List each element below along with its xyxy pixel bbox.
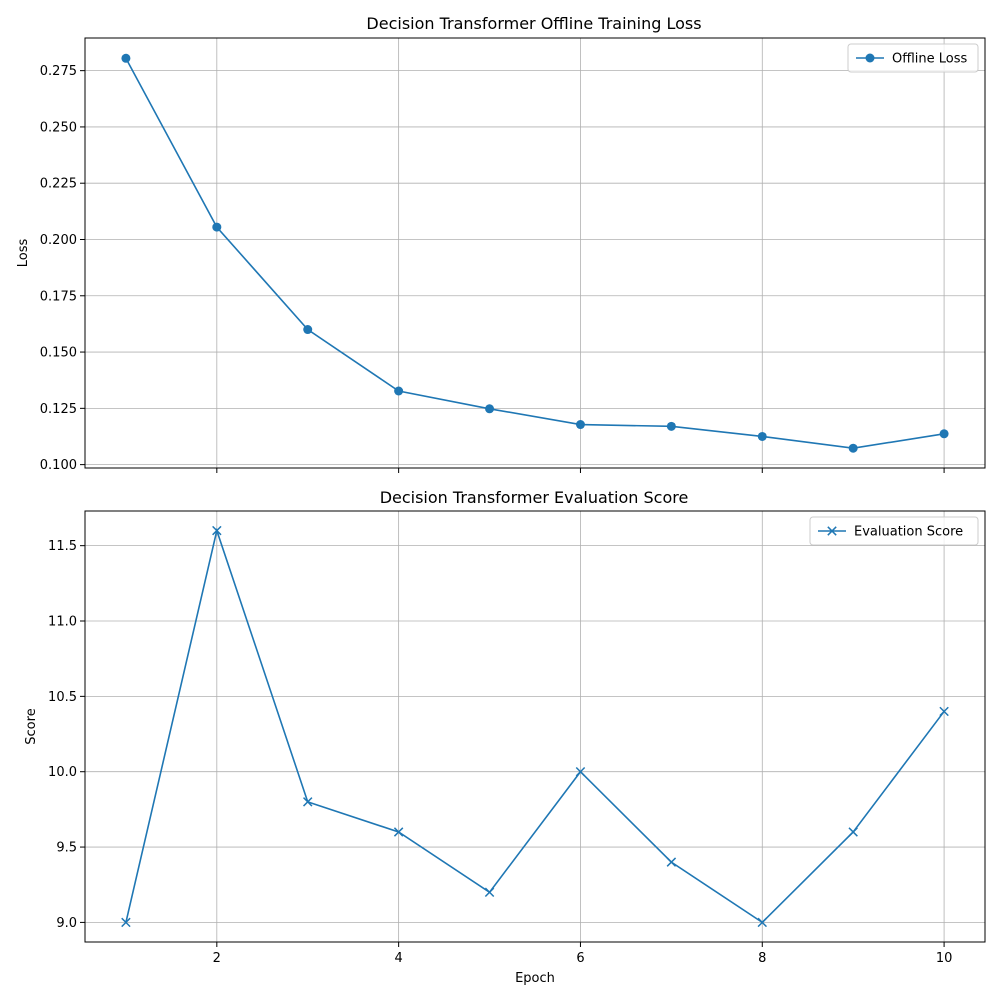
data-point — [302, 797, 313, 807]
y-tick-label: 0.125 — [40, 402, 77, 417]
data-point — [575, 766, 586, 777]
y-tick-label: 11.5 — [48, 539, 77, 554]
data-point — [484, 887, 495, 897]
y-tick-label: 0.250 — [40, 120, 77, 135]
data-point — [848, 443, 858, 453]
y-tick-label: 0.200 — [40, 233, 77, 248]
data-point — [757, 431, 767, 441]
grid — [85, 511, 985, 942]
x-tick-label: 4 — [394, 951, 402, 966]
data-point — [393, 827, 404, 837]
y-tick-label: 0.175 — [40, 289, 77, 304]
legend: Offline Loss — [847, 43, 979, 73]
y-tick-label: 0.225 — [40, 177, 77, 192]
y-axis: 9.0 9.5 10.0 10.5 11.0 11.5 — [48, 539, 85, 931]
data-point — [212, 525, 222, 536]
data-point — [212, 222, 222, 232]
loss-chart: Decision Transformer Offline Training Lo… — [16, 14, 986, 473]
series — [121, 525, 949, 928]
legend-label: Evaluation Score — [854, 525, 963, 540]
data-point — [485, 404, 495, 414]
legend-box — [847, 43, 979, 73]
y-axis: 0.100 0.125 0.150 0.175 0.200 0.225 0.250 0.275 — [40, 64, 85, 473]
series-line — [125, 527, 945, 924]
data-point — [121, 917, 131, 928]
legend-marker — [865, 53, 875, 63]
x-tick-label: 8 — [758, 951, 766, 966]
legend: Evaluation Score — [809, 516, 979, 546]
y-axis-label: Score — [24, 708, 39, 744]
plot-frame — [84, 37, 986, 469]
y-tick-label: 9.0 — [56, 916, 77, 931]
legend-label: Offline Loss — [892, 52, 968, 67]
grid — [85, 38, 985, 468]
legend-marker-icon — [827, 526, 837, 536]
legend-marker — [827, 526, 837, 536]
series-line — [125, 57, 945, 449]
y-tick-label: 0.275 — [40, 64, 77, 79]
data-point — [939, 429, 949, 439]
y-tick-label: 10.0 — [48, 765, 77, 780]
x-tick-label: 10 — [936, 951, 953, 966]
data-point — [666, 421, 676, 431]
y-tick-label: 0.100 — [40, 458, 77, 473]
y-axis-label: Loss — [16, 239, 31, 268]
y-tick-label: 11.0 — [48, 615, 77, 630]
legend-marker-icon — [865, 53, 875, 63]
x-tick-label: 6 — [576, 951, 584, 966]
x-axis-label: Epoch — [515, 971, 555, 986]
x-tick-label: 2 — [213, 951, 221, 966]
data-point — [939, 706, 949, 717]
y-tick-label: 10.5 — [48, 690, 77, 705]
score-chart: Decision Transformer Evaluation Score 2 4… — [24, 488, 986, 986]
data-point — [303, 325, 313, 335]
x-axis — [216, 468, 945, 473]
data-point — [666, 857, 677, 867]
series — [121, 53, 949, 453]
data-point — [394, 386, 404, 396]
data-point — [575, 420, 585, 430]
plot-frame — [84, 510, 986, 943]
chart-title: Decision Transformer Evaluation Score — [380, 488, 689, 507]
data-point — [121, 53, 131, 63]
data-point — [757, 917, 768, 928]
y-tick-label: 0.150 — [40, 346, 77, 361]
chart-title: Decision Transformer Offline Training Lo… — [366, 14, 701, 33]
legend-box — [809, 516, 979, 546]
y-tick-label: 9.5 — [56, 841, 77, 856]
x-axis: 2 4 6 8 10 — [213, 942, 953, 966]
data-point — [848, 827, 858, 837]
